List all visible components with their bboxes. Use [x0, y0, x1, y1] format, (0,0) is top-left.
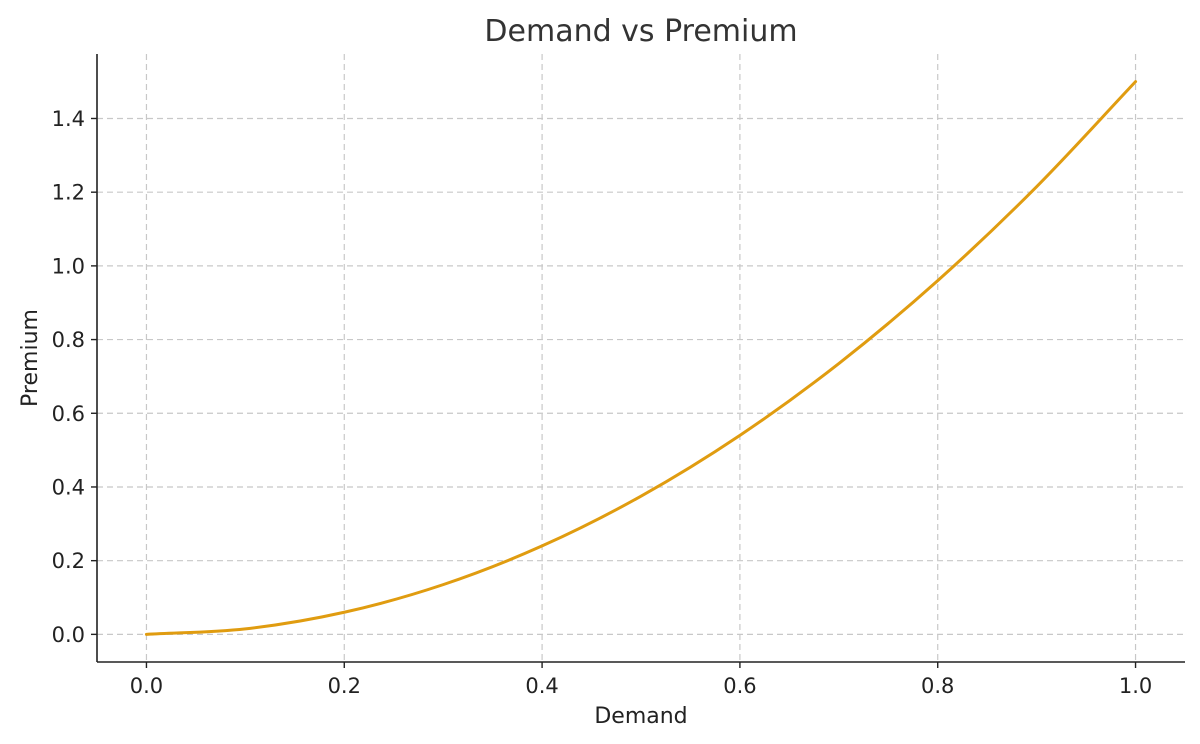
grid — [97, 54, 1185, 662]
x-tick-label: 0.0 — [130, 674, 163, 698]
y-tick-label: 1.4 — [52, 107, 85, 131]
y-tick-label: 0.8 — [52, 328, 85, 352]
series-line — [144, 80, 1138, 636]
y-tick-label: 0.4 — [52, 475, 85, 499]
x-tick-label: 0.4 — [525, 674, 558, 698]
x-tick-label: 0.8 — [921, 674, 954, 698]
x-tick-label: 0.6 — [723, 674, 756, 698]
y-tick-label: 1.2 — [52, 181, 85, 205]
y-tick-label: 0.2 — [52, 549, 85, 573]
axes — [96, 54, 1185, 663]
y-tick-label: 0.6 — [52, 402, 85, 426]
y-axis-label: Premium — [18, 309, 43, 407]
series-layer — [144, 80, 1138, 636]
ticks: 0.0 0.2 0.4 0.6 0.8 1.0 0.0 0.2 0.4 0.6 0.8 1.0 1.2 1… — [52, 107, 1153, 698]
y-tick-label: 0.0 — [52, 623, 85, 647]
x-tick-label: 1.0 — [1119, 674, 1152, 698]
x-axis-label: Demand — [594, 704, 687, 729]
chart-title: Demand vs Premium — [484, 14, 797, 49]
x-tick-label: 0.2 — [328, 674, 361, 698]
y-tick-label: 1.0 — [52, 254, 85, 278]
